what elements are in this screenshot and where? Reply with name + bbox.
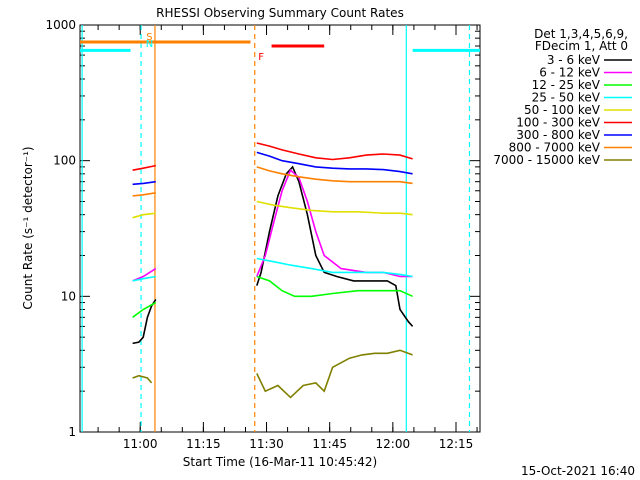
x-axis-label: Start Time (16-Mar-11 10:45:42) (183, 455, 377, 469)
series-line (132, 298, 157, 345)
legend-entry-label: 800 - 7000 keV (509, 141, 601, 155)
timestamp: 15-Oct-2021 16:40 (521, 464, 635, 478)
series-line (256, 349, 413, 399)
y-axis-label: Count Rate (s⁻¹ detector⁻¹) (21, 146, 35, 309)
series-line (132, 180, 156, 186)
series-line (256, 200, 413, 216)
y-tick-label: 100 (53, 154, 76, 168)
flag-label: F (258, 52, 264, 63)
legend-header-line-1: Det 1,3,4,5,6,9, (534, 27, 628, 41)
legend: Det 1,3,4,5,6,9, FDecim 1, Att 0 3 - 6 k… (493, 27, 632, 167)
y-tick-label: 1 (68, 425, 76, 439)
y-tick-label: 10 (61, 289, 76, 303)
flag-label: S (146, 32, 152, 43)
series-line (256, 142, 413, 161)
series-line (256, 166, 413, 185)
x-tick-label: 12:15 (439, 437, 474, 451)
x-tick-label: 11:00 (123, 437, 158, 451)
legend-entry-label: 12 - 25 keV (532, 78, 601, 92)
legend-entry-label: 300 - 800 keV (516, 128, 600, 142)
series-line (256, 257, 413, 278)
series-line (256, 165, 414, 327)
x-tick-label: 11:15 (186, 437, 221, 451)
legend-entry-label: 50 - 100 keV (524, 103, 601, 117)
series-line (256, 151, 413, 175)
series-line (132, 301, 157, 318)
legend-entry-label: 7000 - 15000 keV (493, 153, 600, 167)
series-line (132, 212, 156, 219)
series-line (256, 168, 413, 278)
plot-area: 1 10 100 1000 11:00 11:15 11:30 11:45 12:00 12:15… (45, 18, 481, 451)
x-tick-label: 11:30 (249, 437, 284, 451)
legend-entry-label: 100 - 300 keV (516, 116, 600, 130)
y-tick-label: 1000 (45, 18, 76, 32)
series-line (256, 275, 413, 298)
series-line (132, 275, 156, 282)
x-tick-label: 12:00 (376, 437, 411, 451)
legend-header-line-2: FDecim 1, Att 0 (535, 39, 628, 53)
legend-entry-label: 25 - 50 keV (532, 91, 601, 105)
legend-entry-label: 6 - 12 keV (539, 66, 601, 80)
legend-entry-label: 3 - 6 keV (547, 53, 601, 67)
series-line (132, 192, 156, 197)
chart-title: RHESSI Observing Summary Count Rates (156, 6, 404, 20)
series-line (132, 164, 156, 171)
series-line (132, 374, 153, 384)
plot-frame (79, 24, 481, 433)
flag-label: N (146, 39, 153, 50)
x-tick-label: 11:45 (312, 437, 347, 451)
